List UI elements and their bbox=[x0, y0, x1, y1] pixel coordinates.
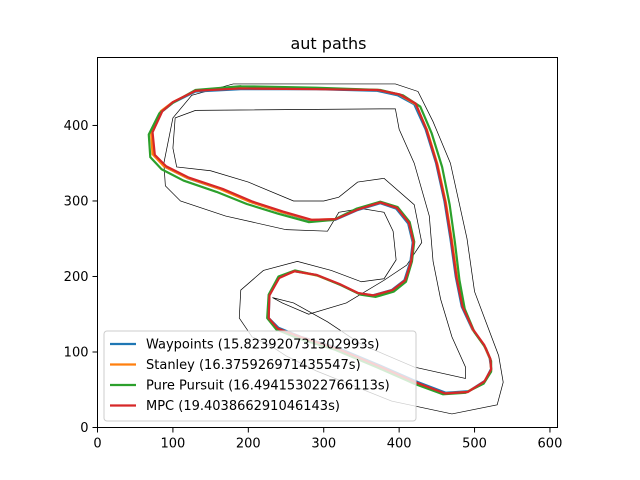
track-outer-boundary bbox=[163, 83, 504, 415]
track-inner-boundary bbox=[172, 108, 466, 379]
y-tick-label-4: 400 bbox=[64, 119, 89, 134]
legend: Waypoints (15.823920731302993s) Stanley (… bbox=[103, 330, 417, 422]
x-tick-label-6: 600 bbox=[538, 437, 563, 452]
x-tick-label-5: 500 bbox=[462, 437, 487, 452]
legend-box bbox=[103, 330, 417, 422]
y-tick-label-1: 100 bbox=[64, 345, 89, 360]
x-tick-label-1: 100 bbox=[160, 437, 185, 452]
legend-label-0: Waypoints (15.823920731302993s) bbox=[146, 338, 379, 353]
series-line-3 bbox=[151, 87, 493, 395]
plot-content bbox=[147, 83, 504, 415]
y-tick-label-0: 0 bbox=[80, 421, 88, 436]
legend-label-3: MPC (19.403866291046143s) bbox=[146, 399, 340, 414]
x-tick-label-2: 200 bbox=[236, 437, 261, 452]
legend-label-1: Stanley (16.375926971435547s) bbox=[146, 358, 361, 373]
axes-frame bbox=[97, 57, 558, 428]
x-tick-label-3: 300 bbox=[311, 437, 336, 452]
y-tick-label-3: 300 bbox=[64, 194, 89, 209]
y-tick-label-2: 200 bbox=[64, 270, 89, 285]
y-axis: 0 100 200 300 400 bbox=[64, 119, 98, 436]
chart-title: aut paths bbox=[290, 34, 366, 53]
x-tick-label-4: 400 bbox=[387, 437, 412, 452]
x-axis: 0 100 200 300 400 500 600 bbox=[93, 427, 563, 452]
x-tick-label-0: 0 bbox=[93, 437, 101, 452]
legend-label-2: Pure Pursuit (16.494153022766113s) bbox=[146, 379, 390, 394]
